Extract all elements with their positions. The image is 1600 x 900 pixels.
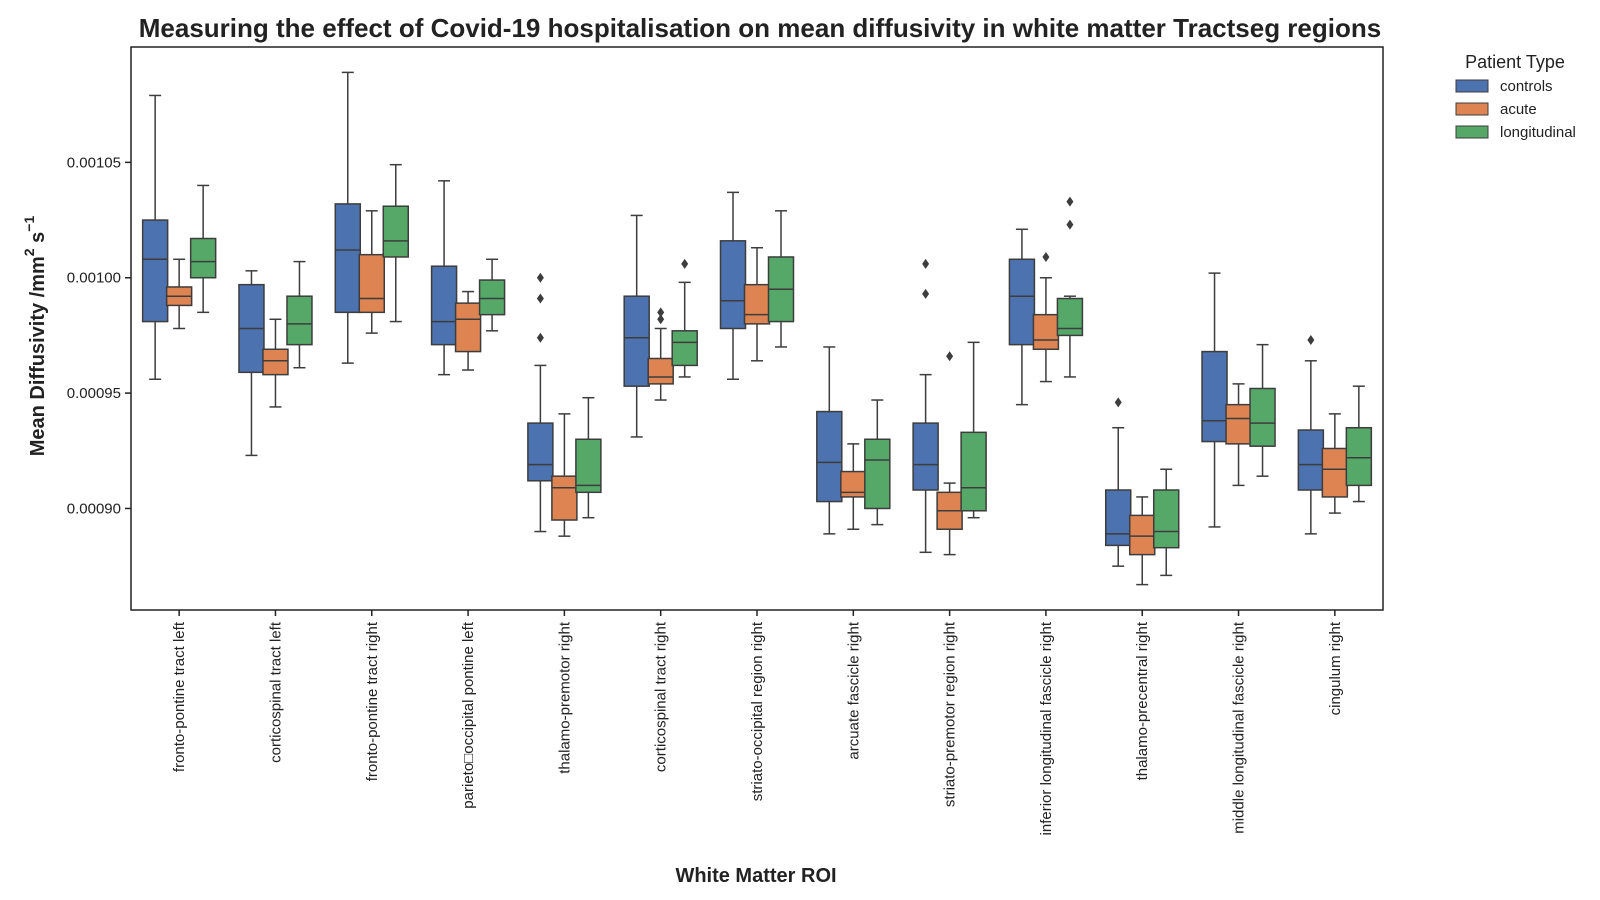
outlier-point-controls bbox=[922, 258, 930, 269]
y-tick-label: 0.00100 bbox=[67, 270, 121, 287]
x-tick-label: parieto□occipital pontine left bbox=[460, 621, 477, 809]
x-tick-label: middle longitudinal fascicle right bbox=[1231, 621, 1248, 834]
legend-label-controls: controls bbox=[1500, 78, 1553, 95]
category-group bbox=[1008, 196, 1084, 406]
box-longitudinal bbox=[1249, 387, 1276, 447]
category-group bbox=[238, 260, 313, 457]
x-tick-label: striato-occipital region right bbox=[749, 621, 766, 801]
box-controls bbox=[1008, 258, 1036, 346]
box-acute bbox=[551, 475, 578, 521]
outlier-point-acute bbox=[1042, 251, 1050, 262]
x-tick-label: thalamo-precentral right bbox=[1134, 621, 1151, 780]
outlier-point-controls bbox=[536, 332, 544, 343]
box-controls bbox=[430, 265, 458, 346]
box-longitudinal bbox=[189, 237, 217, 279]
outlier-point-longitudinal bbox=[681, 258, 689, 269]
legend-label-acute: acute bbox=[1500, 101, 1537, 118]
box-controls bbox=[141, 219, 169, 323]
outlier-point-controls bbox=[536, 293, 544, 304]
box-longitudinal bbox=[960, 431, 987, 512]
x-tick-label: fronto-pontine tract right bbox=[364, 621, 381, 781]
box-longitudinal bbox=[671, 330, 698, 367]
category-group bbox=[719, 191, 795, 381]
category-group bbox=[1104, 397, 1180, 586]
box-longitudinal bbox=[1152, 489, 1180, 549]
box-controls bbox=[623, 295, 650, 387]
outlier-point-controls bbox=[922, 288, 930, 299]
chart-title: Measuring the effect of Covid-19 hospita… bbox=[139, 13, 1381, 43]
box-longitudinal bbox=[575, 438, 602, 494]
box-acute bbox=[647, 357, 674, 385]
x-tick-label: cingulum right bbox=[1327, 621, 1344, 715]
outlier-point-longitudinal bbox=[1066, 219, 1074, 230]
category-group bbox=[430, 180, 506, 376]
category-group bbox=[912, 258, 987, 556]
outlier-point-acute bbox=[657, 314, 665, 325]
y-tick-label: 0.00095 bbox=[67, 385, 121, 402]
box-controls bbox=[527, 422, 554, 482]
box-acute bbox=[1321, 447, 1349, 498]
category-group bbox=[1201, 272, 1276, 528]
legend-label-longitudinal: longitudinal bbox=[1500, 124, 1576, 141]
outlier-point-acute bbox=[657, 307, 665, 318]
box-acute bbox=[262, 348, 289, 376]
box-controls bbox=[1104, 489, 1132, 547]
y-axis-label-middle: s bbox=[27, 232, 49, 249]
x-tick-label: corticospinal tract right bbox=[653, 621, 670, 772]
y-tick-label: 0.00090 bbox=[67, 500, 121, 517]
category-group bbox=[527, 272, 602, 537]
box-acute bbox=[743, 283, 771, 325]
legend-swatch-controls bbox=[1455, 79, 1489, 93]
outlier-point-controls bbox=[1307, 335, 1315, 346]
category-group bbox=[623, 214, 698, 438]
plot-area bbox=[130, 46, 1384, 611]
x-tick-label: corticospinal tract left bbox=[267, 621, 284, 763]
box-longitudinal bbox=[478, 279, 506, 316]
x-tick-label: thalamo-premotor right bbox=[556, 621, 573, 774]
box-acute bbox=[840, 470, 867, 498]
box-acute bbox=[1225, 403, 1252, 445]
legend-title: Patient Type bbox=[1465, 52, 1565, 72]
outlier-point-acute bbox=[946, 351, 954, 362]
box-longitudinal bbox=[1056, 297, 1084, 337]
x-tick-label: inferior longitudinal fascicle right bbox=[1038, 621, 1055, 835]
box-longitudinal bbox=[382, 205, 410, 258]
box-controls bbox=[1201, 350, 1228, 443]
box-controls bbox=[719, 240, 747, 330]
box-longitudinal bbox=[286, 295, 313, 346]
box-acute bbox=[454, 302, 482, 353]
y-axis-ticks: 0.00090 0.00095 0.00100 0.00105 bbox=[67, 154, 131, 517]
box-acute bbox=[1128, 514, 1156, 556]
category-group bbox=[1297, 335, 1373, 535]
y-axis-label-superscript-1: 2 bbox=[21, 248, 37, 256]
category-group bbox=[141, 94, 217, 381]
x-tick-label: arcuate fascicle right bbox=[845, 621, 862, 759]
category-group bbox=[816, 346, 891, 535]
y-tick-label: 0.00105 bbox=[67, 154, 121, 171]
y-axis-label-superscript-2: −1 bbox=[21, 216, 37, 232]
box-acute bbox=[358, 253, 386, 314]
x-tick-label: striato-premotor region right bbox=[942, 621, 959, 807]
y-axis-label-main: Mean Diffusivity /mm bbox=[27, 256, 49, 456]
box-controls bbox=[816, 410, 843, 503]
outlier-point-controls bbox=[536, 272, 544, 283]
category-group bbox=[334, 71, 410, 364]
box-controls bbox=[334, 203, 362, 314]
y-axis-label: Mean Diffusivity /mm2 s−1 bbox=[21, 216, 49, 457]
legend-swatch-longitudinal bbox=[1455, 125, 1489, 139]
box-acute bbox=[1032, 313, 1060, 351]
outlier-point-longitudinal bbox=[1066, 196, 1074, 207]
box-longitudinal bbox=[1345, 426, 1373, 487]
legend: Patient Type controls acute longitudinal bbox=[1455, 52, 1576, 141]
x-tick-label: fronto-pontine tract left bbox=[171, 621, 188, 772]
box-controls bbox=[1297, 429, 1325, 491]
box-controls bbox=[912, 422, 939, 491]
outlier-point-controls bbox=[1114, 397, 1122, 408]
legend-swatch-acute bbox=[1455, 102, 1489, 116]
box-longitudinal bbox=[864, 438, 891, 510]
x-axis-label: White Matter ROI bbox=[675, 865, 836, 887]
x-axis-ticks: fronto-pontine tract left corticospinal t… bbox=[171, 610, 1344, 835]
